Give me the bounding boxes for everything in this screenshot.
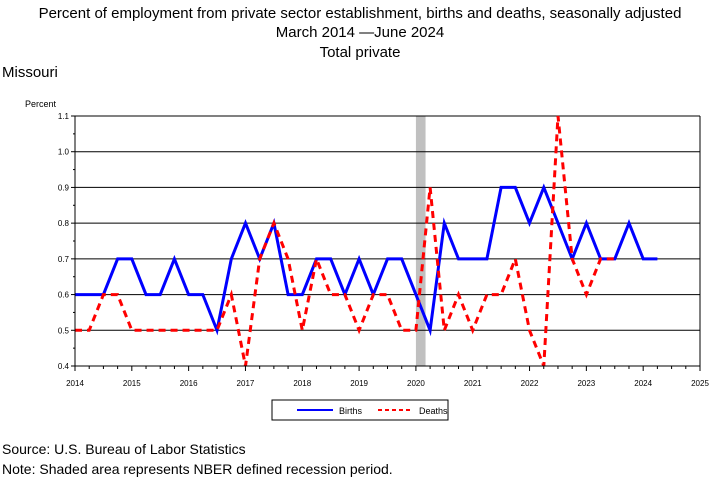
x-tick-label: 2018: [293, 379, 311, 388]
y-tick-label: 0.7: [58, 255, 70, 264]
chart-date-range: March 2014 —June 2024: [275, 24, 445, 41]
series-lines: [75, 115, 658, 367]
x-tick-label: 2022: [521, 379, 539, 388]
x-tick-label: 2015: [123, 379, 141, 388]
x-tick-label: 2020: [407, 379, 425, 388]
region-label: Missouri: [2, 64, 58, 81]
y-tick-label: 0.9: [58, 183, 70, 192]
legend-box: [271, 399, 449, 421]
x-tick-label: 2023: [577, 379, 595, 388]
x-tick-label: 2014: [66, 379, 84, 388]
series-line-deaths: [75, 115, 615, 367]
chart-subtitle: Total private: [319, 44, 401, 61]
x-tick-label: 2016: [180, 379, 198, 388]
source-note: Source: U.S. Bureau of Labor Statistics: [2, 441, 246, 457]
line-chart: 0.4 0.5 0.6 0.7 0.8 0.9 1.0 1.1 2014 2015 2016 2017…: [25, 99, 710, 421]
recession-note: Note: Shaded area represents NBER define…: [2, 461, 393, 477]
y-tick-label: 1.0: [58, 148, 70, 157]
x-tick-label: 2021: [464, 379, 482, 388]
y-tick-label: 0.8: [58, 219, 70, 228]
x-tick-label: 2017: [237, 379, 255, 388]
legend: Births Deaths: [271, 399, 449, 421]
y-tick-label: 0.5: [58, 326, 70, 335]
legend-births-label: Births: [339, 406, 363, 416]
x-tick-label: 2025: [691, 379, 709, 388]
axes: 0.4 0.5 0.6 0.7 0.8 0.9 1.0 1.1 2014 2015 2016 2017…: [58, 112, 710, 388]
y-axis-label: Percent: [25, 99, 57, 109]
x-tick-label: 2019: [350, 379, 368, 388]
recession-shade: [415, 116, 426, 366]
chart-title: Percent of employment from private secto…: [38, 5, 682, 22]
y-tick-label: 0.6: [58, 291, 70, 300]
series-line-births: [75, 183, 658, 337]
gridlines: [75, 115, 700, 367]
y-tick-label: 0.4: [58, 362, 70, 371]
legend-deaths-label: Deaths: [419, 406, 448, 416]
y-tick-label: 1.1: [58, 112, 70, 121]
x-tick-label: 2024: [634, 379, 652, 388]
